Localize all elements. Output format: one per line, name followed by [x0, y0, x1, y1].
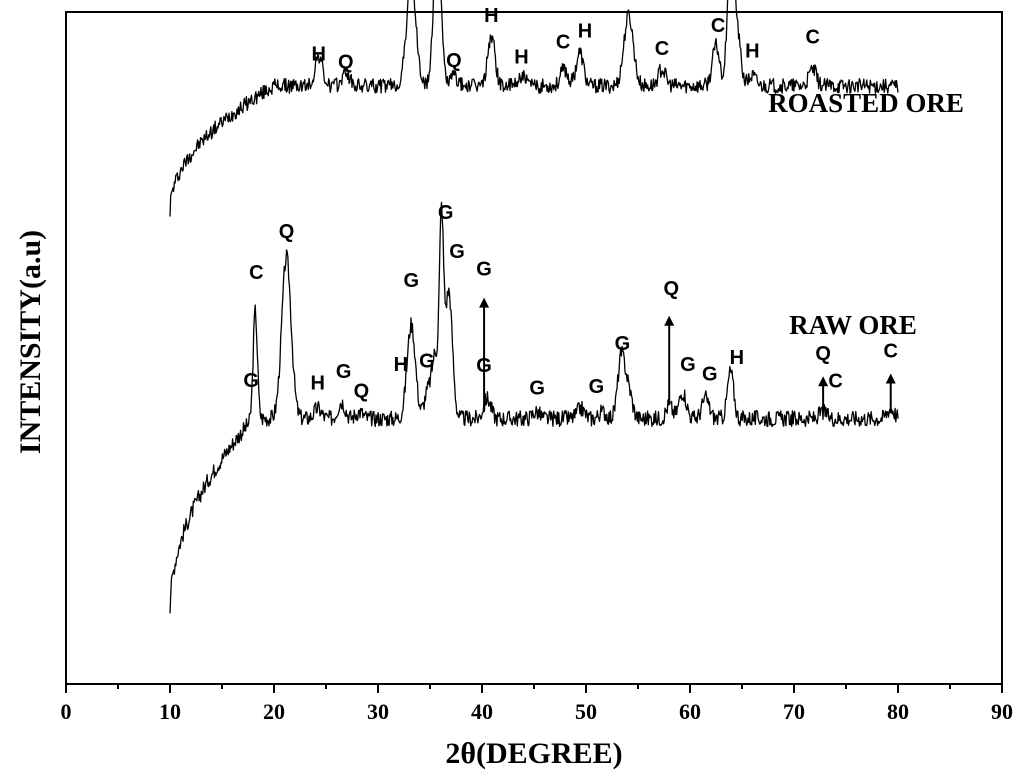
series-label-raw: RAW ORE	[789, 310, 917, 340]
x-tick-label: 90	[991, 699, 1013, 724]
x-tick-label: 40	[471, 699, 493, 724]
peak-label: G	[449, 241, 465, 263]
peak-label: H	[625, 0, 639, 1]
peak-label: G	[615, 333, 631, 355]
x-tick-label: 30	[367, 699, 389, 724]
peak-arrow-head	[885, 373, 896, 384]
peak-label: G	[589, 376, 605, 398]
series-line-raw-ore	[169, 201, 899, 614]
peak-label: C	[711, 15, 725, 37]
peak-label: H	[394, 354, 408, 376]
peak-label: G	[403, 270, 419, 292]
peak-label: C	[883, 340, 897, 362]
x-tick-label: 0	[61, 699, 72, 724]
peak-label: G	[476, 355, 492, 377]
peak-label: Q	[354, 381, 370, 403]
peak-label: H	[311, 43, 325, 65]
peak-label: G	[476, 258, 492, 280]
x-tick-label: 70	[783, 699, 805, 724]
peak-label: C	[828, 371, 842, 393]
x-tick-label: 50	[575, 699, 597, 724]
y-axis-title: INTENSITY(a.u)	[14, 230, 47, 454]
peak-label: Q	[338, 51, 354, 73]
x-axis-ticks: 0 10 20 30 40 50 60 70 80 90	[61, 684, 1013, 724]
peak-label: G	[419, 350, 435, 372]
peak-label: G	[702, 363, 718, 385]
peak-label: H	[514, 47, 528, 69]
peak-label: C	[805, 27, 819, 49]
series-line-roasted-ore	[169, 0, 899, 217]
x-tick-label: 10	[159, 699, 181, 724]
peak-label: G	[680, 354, 696, 376]
peak-arrow-head	[664, 315, 675, 326]
x-tick-label: 60	[679, 699, 701, 724]
x-tick-label: 80	[887, 699, 909, 724]
series-layer	[169, 0, 899, 614]
peak-label: H	[730, 347, 744, 369]
peak-label: H	[745, 41, 759, 63]
peak-label: H	[310, 373, 324, 395]
peak-label: Q	[279, 221, 295, 243]
x-tick-label: 20	[263, 699, 285, 724]
series-label-roasted: ROASTED ORE	[768, 88, 964, 118]
peak-label: C	[556, 31, 570, 53]
peak-label: Q	[446, 50, 462, 72]
peak-label: C	[249, 262, 263, 284]
peak-label: H	[484, 5, 498, 27]
peak-arrow-head	[818, 376, 829, 387]
arrow-layer	[479, 297, 896, 414]
peak-label-layer: HQHCQHHCHHCCQHCGCQHGQHGGGGGGGQGGGGHQCC	[243, 0, 898, 403]
peak-label: G	[243, 370, 259, 392]
peak-label: Q	[815, 343, 831, 365]
peak-label: G	[529, 377, 545, 399]
x-axis-title: 2θ(DEGREE)	[445, 737, 622, 770]
peak-arrow-head	[479, 297, 490, 308]
peak-label: G	[336, 361, 352, 383]
peak-label: H	[578, 21, 592, 43]
peak-label: Q	[663, 278, 679, 300]
peak-label: C	[655, 38, 669, 60]
peak-label: G	[438, 202, 454, 224]
